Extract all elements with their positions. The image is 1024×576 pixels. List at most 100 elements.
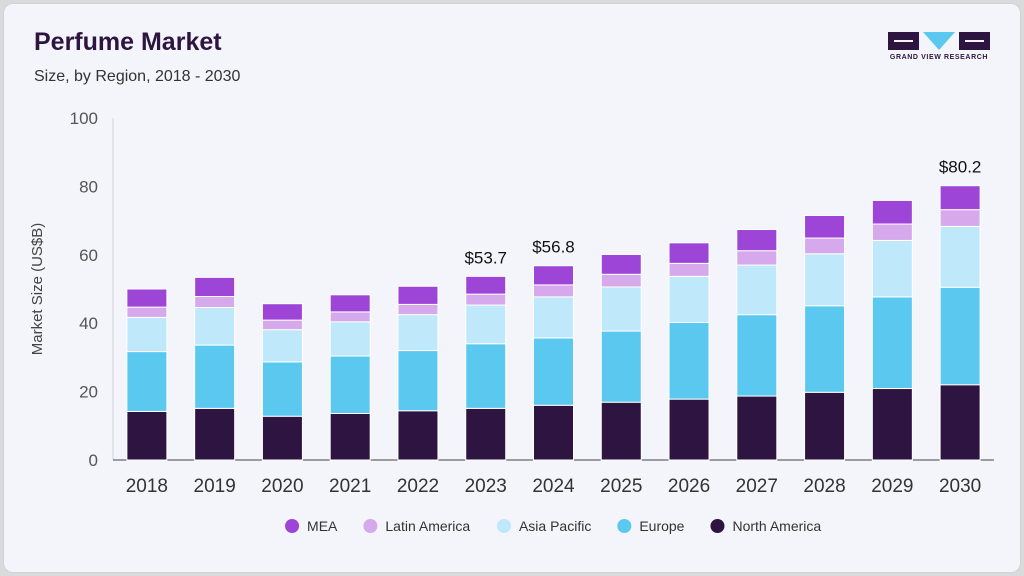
bar-segment	[736, 250, 778, 266]
bar-segment	[194, 276, 236, 298]
grand-view-research-logo: GRAND VIEW RESEARCH	[888, 32, 990, 66]
bar-segment	[871, 223, 913, 241]
bar-segment	[600, 401, 642, 461]
bar-segment	[804, 305, 846, 393]
legend-label: Europe	[639, 518, 684, 534]
y-tick-label: 40	[79, 314, 98, 333]
bar-segment	[871, 239, 913, 298]
logo-text: GRAND VIEW RESEARCH	[889, 54, 989, 61]
bar-segment	[939, 286, 981, 386]
y-tick-label: 80	[79, 177, 98, 196]
bar-segment	[465, 275, 507, 295]
bar-segment	[194, 344, 236, 409]
bar-segment	[397, 303, 439, 316]
bar-segment	[736, 264, 778, 316]
bar-segment	[261, 361, 303, 417]
bar-segment	[939, 384, 981, 461]
bar-segment	[939, 209, 981, 227]
bar-segment	[871, 296, 913, 390]
chart-subtitle: Size, by Region, 2018 - 2030	[34, 68, 241, 85]
bar-segment	[533, 284, 574, 298]
chart-card: Perfume Market Size, by Region, 2018 - 2…	[3, 3, 1021, 573]
y-tick-label: 60	[79, 246, 98, 265]
bar-segment	[126, 306, 168, 318]
x-tick-label: 2027	[736, 476, 778, 497]
bar-segment	[804, 391, 846, 461]
bar-segment	[261, 415, 303, 461]
bar-segment	[329, 311, 371, 323]
bar-segment	[194, 296, 236, 308]
bar-segment	[668, 262, 710, 277]
legend-label: Latin America	[385, 518, 470, 534]
bar-segment	[668, 275, 710, 324]
bar-segment	[736, 314, 778, 397]
x-tick-label: 2028	[803, 476, 845, 497]
data-label: $56.8	[532, 238, 575, 257]
logo-mark-icon	[888, 32, 990, 50]
x-tick-label: 2029	[871, 476, 913, 497]
bar-segment	[126, 316, 168, 353]
bar-segment	[668, 242, 710, 264]
bar-segment	[939, 225, 981, 288]
bar-segment	[194, 407, 236, 461]
bar-segment	[465, 407, 507, 461]
bar-segment	[804, 214, 846, 239]
bar-segment	[871, 388, 913, 461]
data-label: $80.2	[939, 158, 982, 177]
x-tick-label: 2019	[194, 476, 236, 497]
x-tick-label: 2022	[397, 476, 439, 497]
bar-segment	[397, 350, 439, 412]
x-tick-label: 2018	[126, 476, 168, 497]
bar-segment	[329, 294, 371, 313]
bar-segment	[533, 404, 574, 461]
x-tick-label: 2021	[329, 476, 371, 497]
bar-segment	[600, 273, 642, 288]
bar-segment	[600, 253, 642, 275]
x-tick-label: 2023	[465, 476, 507, 497]
bar-segment	[871, 199, 913, 225]
x-tick-label: 2020	[261, 476, 303, 497]
y-tick-label: 100	[70, 109, 98, 128]
legend-swatch	[363, 519, 378, 533]
chart-title: Perfume Market	[34, 28, 222, 56]
bar-segment	[804, 253, 846, 307]
bar-segment	[261, 319, 303, 331]
bar-segment	[668, 398, 710, 461]
y-tick-label: 0	[89, 451, 98, 470]
bar-segment	[397, 410, 439, 461]
bar-segment	[397, 314, 439, 352]
legend-swatch	[710, 519, 725, 533]
bar-segment	[804, 237, 846, 255]
bar-segment	[600, 286, 642, 332]
legend-label: MEA	[307, 518, 338, 534]
bar-segment	[126, 410, 168, 461]
legend-label: North America	[732, 518, 821, 534]
bar-segment	[736, 228, 778, 252]
bar-segment	[465, 293, 507, 306]
bar-segment	[194, 306, 236, 346]
x-tick-label: 2024	[532, 476, 575, 497]
bar-segment	[533, 265, 574, 286]
bar-segment	[465, 343, 507, 409]
legend-label: Asia Pacific	[519, 518, 591, 534]
x-tick-label: 2030	[939, 476, 981, 497]
y-axis-title: Market Size (US$B)	[29, 223, 46, 356]
x-tick-label: 2026	[668, 476, 710, 497]
legend-swatch	[496, 519, 511, 533]
bar-segment	[397, 285, 439, 305]
bar-segment	[126, 351, 168, 412]
y-tick-label: 20	[79, 383, 98, 402]
bar-segment	[736, 395, 778, 461]
bar-segment	[939, 185, 981, 211]
bar-segment	[261, 329, 303, 363]
bar-segment	[668, 322, 710, 400]
bar-segment	[329, 412, 371, 461]
bar-segment	[600, 330, 642, 403]
x-tick-label: 2025	[600, 476, 642, 497]
bar-segment	[126, 288, 168, 308]
bar-segment	[465, 304, 507, 345]
bar-segment	[533, 337, 574, 406]
legend-swatch	[285, 519, 300, 533]
bar-segment	[261, 303, 303, 321]
